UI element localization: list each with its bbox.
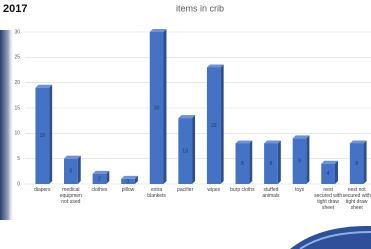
x-tick-label: medical equipmen not used xyxy=(57,187,86,205)
x-tick-label: stuffed animals xyxy=(257,187,286,199)
x-tick-label: pillow xyxy=(114,187,143,193)
chart-title: items in crib xyxy=(176,3,224,13)
x-tick-label: toys xyxy=(285,187,314,193)
bar-side xyxy=(49,85,52,184)
y-tick-label: 15 xyxy=(14,105,20,111)
bar-side xyxy=(192,115,195,184)
y-tick-label: 20 xyxy=(14,80,20,86)
x-tick-label: burp cloths xyxy=(228,187,257,193)
bar-side xyxy=(163,29,166,184)
x-tick-label: pacifier xyxy=(171,187,200,193)
data-label: 8 xyxy=(270,161,273,167)
x-tick-label: nest not secured with tight draw sheet xyxy=(342,187,371,211)
y-tick-label: 5 xyxy=(17,156,20,162)
data-label: 1 xyxy=(127,179,130,185)
data-label: 13 xyxy=(182,148,188,154)
data-label: 5 xyxy=(69,169,72,175)
x-tick-label: diapers xyxy=(28,187,57,193)
data-label: 8 xyxy=(355,161,358,167)
x-tick-label: clothes xyxy=(85,187,114,193)
bar-side xyxy=(278,140,281,184)
bar-side xyxy=(306,135,309,184)
y-tick-label: 0 xyxy=(17,181,20,187)
data-label: 19 xyxy=(40,133,46,139)
year-label: 2017 xyxy=(2,3,30,16)
x-tick-label: extra blankets xyxy=(142,187,171,199)
x-tick-label: nest secured with tight draw sheet xyxy=(314,187,343,211)
data-label: 8 xyxy=(241,161,244,167)
bar-side xyxy=(78,156,81,184)
data-label: 9 xyxy=(298,159,301,165)
chart: items in crib 0 5 10 15 20 25 30 19 5 2 1 30 13 23 8 8 9… xyxy=(0,0,371,249)
data-label: 30 xyxy=(154,105,160,111)
bar-side xyxy=(221,64,224,184)
x-tick-label: wipes xyxy=(200,187,229,193)
y-tick-label: 25 xyxy=(14,55,20,61)
page: items in crib 0 5 10 15 20 25 30 19 5 2 1 30 13 23 8 8 9… xyxy=(0,0,371,249)
bar-side xyxy=(249,140,252,184)
data-label: 2 xyxy=(98,176,101,182)
photo-corner xyxy=(290,226,371,249)
data-label: 4 xyxy=(327,171,330,177)
bar-side xyxy=(335,161,338,184)
y-tick-label: 10 xyxy=(14,131,20,137)
y-tick-label: 30 xyxy=(14,29,20,35)
photo-edge xyxy=(0,30,14,220)
data-label: 23 xyxy=(211,123,217,129)
bar-side xyxy=(364,140,367,184)
